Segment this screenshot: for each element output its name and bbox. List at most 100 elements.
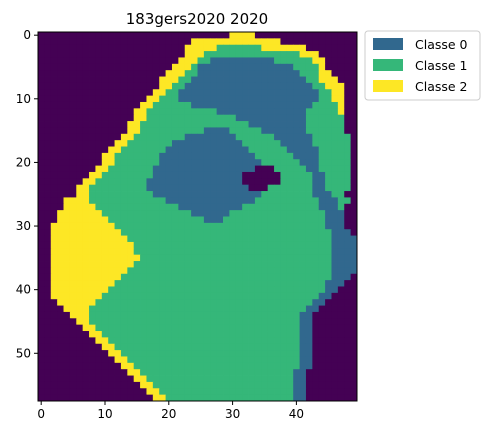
heatmap-cell	[178, 191, 186, 198]
heatmap-cell	[44, 63, 52, 71]
heatmap-cell	[133, 178, 141, 186]
heatmap-cell	[229, 241, 237, 249]
heatmap-cell	[95, 229, 103, 236]
heatmap-cell	[140, 152, 147, 160]
heatmap-cell	[69, 292, 77, 300]
heatmap-cell	[165, 305, 173, 313]
heatmap-cell	[197, 152, 205, 160]
heatmap-cell	[152, 356, 160, 364]
heatmap-cell	[337, 171, 345, 179]
heatmap-cell	[286, 114, 294, 122]
heatmap-cell	[171, 362, 179, 370]
heatmap-cell	[101, 32, 109, 39]
heatmap-cell	[267, 299, 275, 306]
heatmap-cell	[57, 44, 64, 52]
heatmap-cell	[350, 197, 358, 205]
heatmap-cell	[108, 191, 115, 198]
heatmap-cell	[146, 369, 154, 376]
heatmap-cell	[350, 318, 358, 326]
heatmap-cell	[274, 184, 281, 192]
heatmap-cell	[82, 292, 90, 300]
heatmap-cell	[108, 165, 115, 173]
heatmap-cell	[114, 305, 122, 313]
heatmap-cell	[350, 343, 358, 351]
heatmap-cell	[235, 318, 243, 326]
heatmap-cell	[171, 114, 179, 122]
heatmap-cell	[191, 197, 198, 205]
heatmap-cell	[101, 216, 109, 224]
heatmap-cell	[82, 108, 90, 116]
heatmap-cell	[337, 381, 345, 389]
y-tick-label: 40	[16, 283, 31, 297]
heatmap-cell	[120, 133, 128, 141]
heatmap-cell	[89, 165, 96, 173]
heatmap-cell	[114, 369, 122, 376]
heatmap-cell	[76, 57, 84, 65]
heatmap-cell	[120, 178, 128, 186]
heatmap-cell	[254, 70, 262, 77]
heatmap-cell	[286, 82, 294, 90]
heatmap-cell	[171, 318, 179, 326]
heatmap-cell	[63, 82, 71, 90]
heatmap-cell	[261, 146, 269, 154]
heatmap-cell	[95, 216, 103, 224]
heatmap-cell	[191, 44, 198, 52]
heatmap-cell	[82, 191, 90, 198]
heatmap-cell	[108, 63, 115, 71]
heatmap-cell	[159, 44, 166, 52]
heatmap-cell	[146, 305, 154, 313]
heatmap-cell	[337, 369, 345, 376]
heatmap-cell	[248, 305, 256, 313]
heatmap-cell	[140, 331, 147, 338]
heatmap-cell	[140, 82, 147, 90]
heatmap-cell	[312, 286, 320, 294]
heatmap-cell	[159, 152, 166, 160]
heatmap-cell	[280, 343, 288, 351]
heatmap-cell	[191, 159, 198, 167]
heatmap-cell	[274, 159, 281, 167]
heatmap-cell	[312, 381, 320, 389]
heatmap-cell	[305, 51, 313, 58]
heatmap-cell	[325, 184, 332, 192]
heatmap-cell	[171, 51, 179, 58]
heatmap-cell	[152, 362, 160, 370]
heatmap-cell	[280, 292, 288, 300]
heatmap-cell	[229, 343, 237, 351]
heatmap-cell	[312, 331, 320, 338]
heatmap-cell	[337, 337, 345, 345]
heatmap-cell	[267, 191, 275, 198]
heatmap-cell	[229, 381, 237, 389]
heatmap-cell	[89, 267, 96, 275]
heatmap-cell	[235, 337, 243, 345]
heatmap-cell	[82, 222, 90, 230]
heatmap-cell	[223, 171, 230, 179]
heatmap-cell	[274, 82, 281, 90]
heatmap-cell	[210, 318, 218, 326]
heatmap-cell	[280, 171, 288, 179]
heatmap-cell	[82, 369, 90, 376]
heatmap-cell	[350, 127, 358, 135]
heatmap-cell	[57, 254, 64, 262]
heatmap-cell	[248, 331, 256, 338]
heatmap-cell	[293, 63, 300, 71]
heatmap-cell	[312, 152, 320, 160]
heatmap-cell	[171, 127, 179, 135]
heatmap-cell	[248, 140, 256, 147]
heatmap-cell	[152, 292, 160, 300]
heatmap-cell	[50, 82, 58, 90]
heatmap-cell	[38, 95, 45, 103]
heatmap-cell	[229, 165, 237, 173]
heatmap-cell	[152, 318, 160, 326]
heatmap-cell	[261, 76, 269, 84]
heatmap-cell	[203, 254, 211, 262]
heatmap-cell	[95, 286, 103, 294]
heatmap-cell	[274, 280, 281, 287]
heatmap-cell	[184, 38, 192, 46]
heatmap-cell	[203, 362, 211, 370]
heatmap-cell	[114, 178, 122, 186]
heatmap-cell	[69, 121, 77, 128]
heatmap-cell	[254, 324, 262, 332]
heatmap-cell	[152, 369, 160, 376]
heatmap-cell	[159, 95, 166, 103]
heatmap-cell	[331, 76, 339, 84]
